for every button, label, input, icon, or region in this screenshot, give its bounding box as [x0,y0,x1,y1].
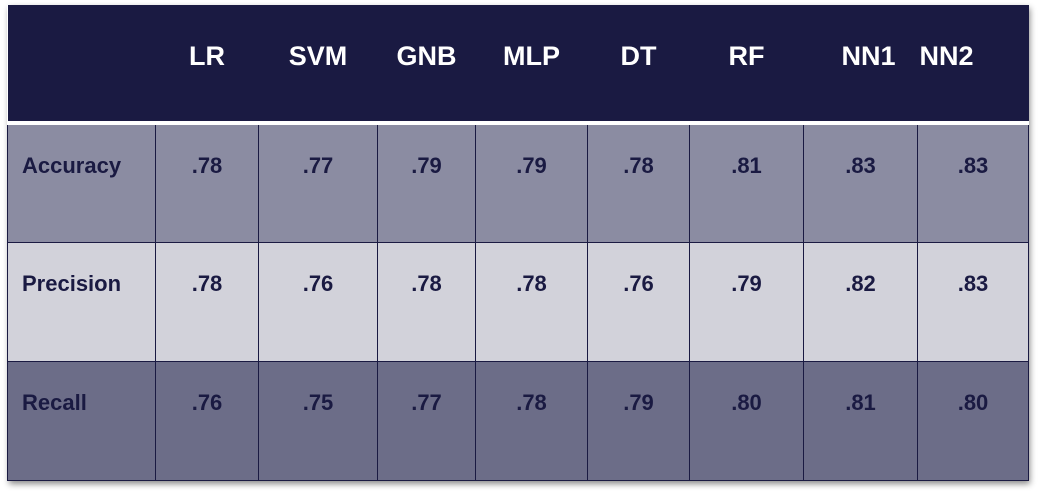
column-header-svm: SVM [288,40,348,71]
value-cell-accuracy-gnb: .79 [377,120,476,243]
value-cell-accuracy-nn2: .83 [917,120,1029,243]
header-corner-cell [8,5,156,123]
value-cell-accuracy-rf: .81 [689,120,804,243]
metrics-table-container: LR SVM GNB MLP DT RF NN1 NN2 Accuracy .78.77.79.… [7,5,1029,482]
value-cell-precision-nn1: .82 [803,241,918,362]
table-row-accuracy: Accuracy .78.77.79.79.78.81.83.83 [7,120,1029,243]
metrics-table: LR SVM GNB MLP DT RF NN1 NN2 Accuracy .78.77.79.… [7,5,1029,482]
value-cell-precision-rf: .79 [689,241,804,362]
value-cell-precision-svm: .76 [258,241,378,362]
table-header-row: LR SVM GNB MLP DT RF NN1 NN2 [7,5,1029,123]
value-cell-accuracy-nn1: .83 [803,120,918,243]
column-header-nn1: NN1 [841,40,896,71]
value-cell-recall-lr: .76 [155,360,259,482]
value-cell-accuracy-lr: .78 [155,120,259,243]
column-header-lr: LR [189,40,225,71]
value-cell-accuracy-dt: .78 [587,120,690,243]
column-header-gnb: GNB [396,40,457,71]
column-header-rf: RF [728,40,765,71]
column-header-nn2: NN2 [919,40,974,71]
value-cell-accuracy-svm: .77 [258,120,378,243]
table-body: Accuracy .78.77.79.79.78.81.83.83 Precisio… [7,120,1029,482]
value-cell-recall-svm: .75 [258,360,378,482]
value-cell-recall-gnb: .77 [377,360,476,482]
value-cell-recall-mlp: .78 [475,360,588,482]
value-cell-recall-rf: .80 [689,360,804,482]
row-label-accuracy: Accuracy [7,120,156,243]
value-cell-precision-lr: .78 [155,241,259,362]
value-cell-accuracy-mlp: .79 [475,120,588,243]
value-cell-recall-nn1: .81 [803,360,918,482]
value-cell-precision-dt: .76 [587,241,690,362]
row-label-precision: Precision [7,241,156,362]
value-cell-precision-mlp: .78 [475,241,588,362]
column-header-mlp: MLP [503,40,560,71]
value-cell-precision-nn2: .83 [917,241,1029,362]
value-cell-recall-nn2: .80 [917,360,1029,482]
value-cell-precision-gnb: .78 [377,241,476,362]
column-header-dt: DT [620,40,657,71]
table-row-precision: Precision .78.76.78.78.76.79.82.83 [7,241,1029,362]
row-label-recall: Recall [7,360,156,482]
value-cell-recall-dt: .79 [587,360,690,482]
table-row-recall: Recall .76.75.77.78.79.80.81.80 [7,360,1029,482]
